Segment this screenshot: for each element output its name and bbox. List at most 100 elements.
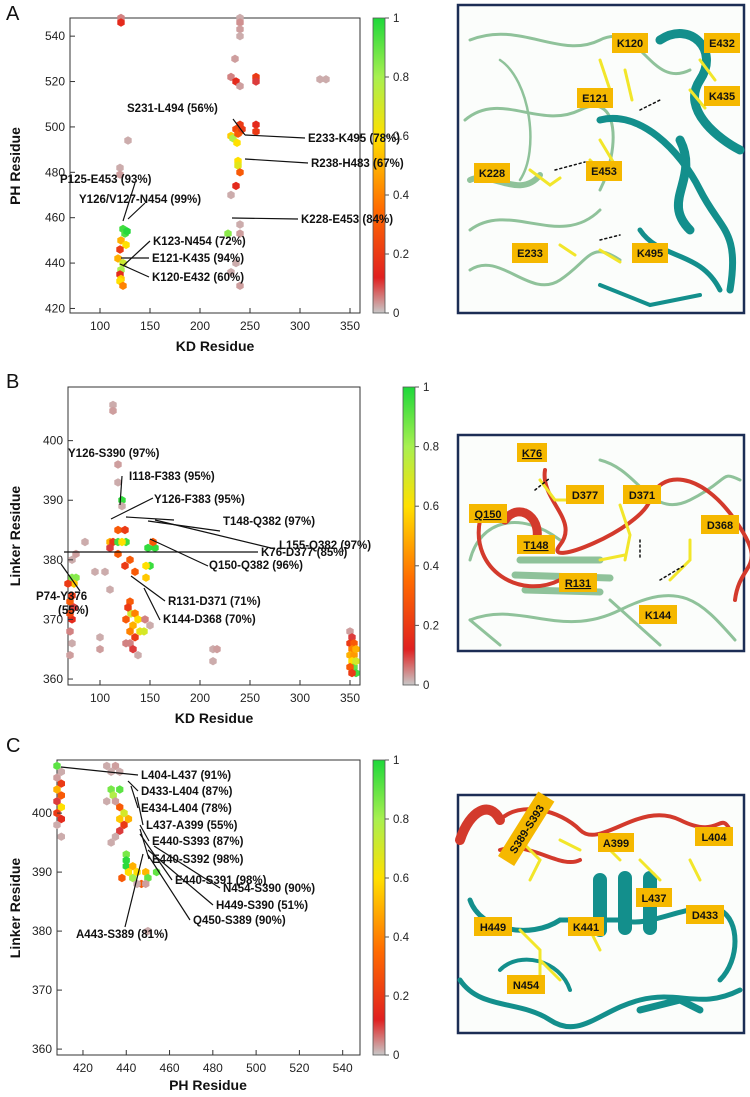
heatmap-cell xyxy=(352,657,360,666)
residue-label: Q150 xyxy=(475,509,502,521)
leader-line xyxy=(119,263,150,278)
heatmap-marks-c xyxy=(53,761,161,936)
heatmap-cell xyxy=(134,615,142,624)
colorbar-ticks-a: 1 0.8 0.6 0.4 0.2 0 xyxy=(385,13,410,320)
heatmap-cell xyxy=(66,609,74,618)
heatmap-cell xyxy=(213,645,221,654)
annotation: L155-Q382 (97%) xyxy=(279,540,371,552)
heatmap-cell xyxy=(232,181,240,191)
heatmap-cell xyxy=(66,651,74,660)
y-tick-label: 390 xyxy=(32,865,52,879)
annotation: E440-S393 (87%) xyxy=(152,836,244,848)
heatmap-cell xyxy=(124,136,132,145)
heatmap-cell xyxy=(322,75,330,84)
heatmap-cell xyxy=(114,254,122,263)
y-tick-label: 540 xyxy=(45,29,65,43)
heatmap-cell xyxy=(57,767,65,776)
leader-line xyxy=(119,475,123,506)
residue-label: E432 xyxy=(709,38,735,50)
heatmap-cell xyxy=(122,856,130,865)
x-axis-label-c: PH Residue xyxy=(169,1077,247,1093)
leader-line xyxy=(139,824,150,842)
annotations-c: L404-L437 (91%) D433-L404 (87%) E434-L40… xyxy=(76,770,315,941)
residue-label: L404 xyxy=(701,832,727,844)
heatmap-cell xyxy=(114,460,122,469)
heatmap-cell xyxy=(57,791,65,800)
heatmap-cell xyxy=(236,18,244,27)
heatmap-cell xyxy=(116,826,124,835)
leader-line xyxy=(110,497,154,520)
colorbar-tick-label: 0.2 xyxy=(423,620,439,632)
heatmap-cell xyxy=(53,820,61,830)
heatmap-cell xyxy=(231,54,239,63)
annotation: R131-D371 (71%) xyxy=(168,596,261,608)
heatmap-cell xyxy=(238,125,246,134)
leader-line xyxy=(122,240,151,267)
heatmap-cell xyxy=(131,567,139,576)
y-tick-label: 500 xyxy=(45,120,65,134)
residue-label: A399 xyxy=(603,838,629,850)
heatmap-cell xyxy=(316,75,324,84)
leader-line xyxy=(130,575,166,602)
annotation: K144-D368 (70%) xyxy=(163,614,256,626)
residue-label: D368 xyxy=(707,520,733,532)
x-axis-label-b: KD Residue xyxy=(175,710,254,726)
annotations-a: S231-L494 (56%) E233-K495 (78%) R238-H48… xyxy=(60,103,404,284)
heatmap-cell xyxy=(236,25,244,34)
leader-line xyxy=(231,217,299,220)
residue-label: K144 xyxy=(645,610,672,622)
heatmap-cell xyxy=(118,537,126,547)
y-tick-label: 400 xyxy=(32,806,52,820)
heatmap-cell xyxy=(114,478,122,487)
heatmap-cell xyxy=(116,163,124,172)
heatmap-cell xyxy=(116,245,124,254)
annotation: P125-E453 (93%) xyxy=(60,174,152,186)
leader-line xyxy=(153,845,221,889)
heatmap-cell xyxy=(120,820,128,830)
heatmap-cell xyxy=(142,573,150,582)
y-tick-label: 360 xyxy=(32,1042,52,1056)
y-tick-label: 390 xyxy=(43,493,63,507)
heatmap-cell xyxy=(106,585,114,594)
heatmap-cell xyxy=(131,633,139,642)
x-tick-label: 480 xyxy=(203,1061,223,1075)
y-axis-label-a: PH Residue xyxy=(7,127,23,205)
heatmap-cell xyxy=(233,138,241,147)
heatmap-cell xyxy=(348,668,356,678)
heatmap-cell xyxy=(122,639,130,648)
heatmap-cell xyxy=(236,281,244,290)
colorbar-tick-label: 0.4 xyxy=(393,932,410,944)
heatmap-cell xyxy=(122,240,130,250)
annotation: A443-S389 (81%) xyxy=(76,929,168,941)
residue-label: R131 xyxy=(565,578,591,590)
heatmap-cell xyxy=(252,77,260,86)
annotation: Y126-F383 (95%) xyxy=(154,494,245,506)
heatmap-cell xyxy=(236,229,244,238)
x-axis-label-a: KD Residue xyxy=(176,338,255,354)
x-tick-label: 150 xyxy=(140,691,160,705)
leader-line xyxy=(139,828,150,860)
annotation: E121-K435 (94%) xyxy=(152,253,244,265)
x-tick-label: 520 xyxy=(289,1061,309,1075)
annotation: R238-H483 (67%) xyxy=(311,158,404,170)
heatmap-cell xyxy=(111,761,120,771)
y-tick-label: 360 xyxy=(43,672,63,686)
y-tick-label: 440 xyxy=(45,256,65,270)
heatmap-cell xyxy=(209,657,217,666)
colorbar-tick-label: 0.2 xyxy=(393,991,409,1003)
annotation: D433-L404 (87%) xyxy=(141,786,233,798)
heatmap-cell xyxy=(129,862,137,871)
x-tick-label: 250 xyxy=(240,319,260,333)
x-tick-label: 100 xyxy=(90,691,110,705)
heatmap-cell xyxy=(122,850,130,859)
annotation: K76-D377 (85%) xyxy=(261,547,347,559)
leader-line xyxy=(232,118,246,136)
heatmap-cell xyxy=(124,814,133,824)
heatmap-cell xyxy=(140,627,148,636)
annotation: L437-A399 (55%) xyxy=(146,820,238,832)
panel-b: B 100 150 200 250 300 350 360 370 380 390 400 KD R… xyxy=(6,371,750,726)
heatmap-cell xyxy=(352,645,360,654)
colorbar-tick-label: 0 xyxy=(423,680,429,692)
heatmap-cell xyxy=(120,808,128,818)
axes-b: 100 150 200 250 300 350 360 370 380 390 400 xyxy=(43,434,360,705)
